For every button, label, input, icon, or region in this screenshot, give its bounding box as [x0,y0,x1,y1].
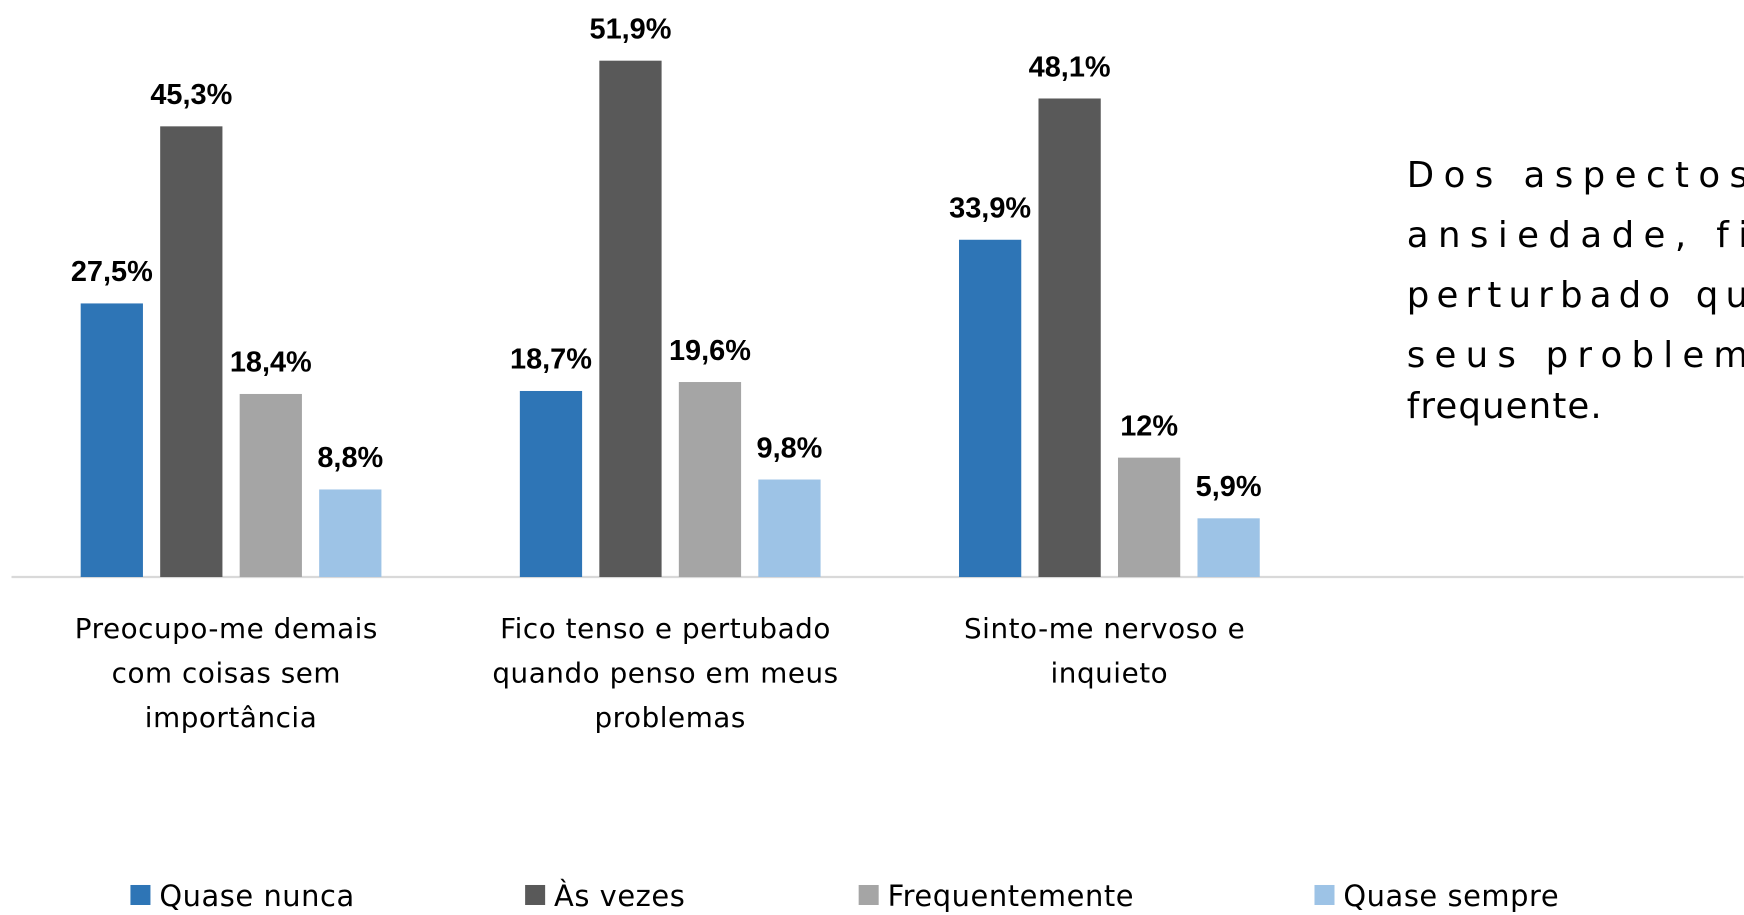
value-label: 45,3% [150,79,232,111]
bar [160,126,223,578]
value-label: 5,9% [1196,471,1262,503]
legend-label: Às vezes [554,879,685,913]
bar [1038,98,1101,578]
bar [1197,518,1260,578]
value-label: 51,9% [590,13,672,45]
x-tick-label: Preocupo-me demais com coisas sem import… [75,612,388,734]
bar [1117,457,1181,578]
value-label: 12% [1120,410,1178,442]
value-label: 27,5% [71,256,153,288]
legend-swatch [1314,884,1335,905]
annotation-line: frequente. [1407,386,1603,427]
value-label: 48,1% [1029,51,1111,83]
bar [758,479,821,578]
legend-label: Quase nunca [159,879,354,913]
bar [678,382,742,578]
bar [319,489,382,578]
value-label: 19,6% [669,335,751,367]
value-label: 33,9% [949,193,1031,225]
legend-swatch [858,884,879,905]
x-tick-label: Fico tenso e pertubado quando penso em m… [492,612,848,734]
value-label: 9,8% [757,432,823,464]
x-tick-label: Sinto-me nervoso e inquieto [964,612,1255,689]
bar [239,393,302,578]
value-label: 18,4% [230,347,312,379]
annotation-line: ansiedade, fi [1407,215,1744,256]
legend-swatch [130,884,151,905]
legend-label: Frequentemente [888,879,1134,913]
legend-swatch [525,884,546,905]
bar [519,390,583,578]
bar [599,60,662,578]
annotation-line: perturbado qu [1407,275,1744,316]
annotation-line: seus problem [1407,335,1744,376]
value-label: 8,8% [317,442,383,474]
bar [958,239,1022,578]
bar [80,303,143,578]
value-label: 18,7% [510,344,592,376]
annotation-line: Dos aspectos [1407,155,1744,196]
legend-label: Quase sempre [1343,879,1559,913]
